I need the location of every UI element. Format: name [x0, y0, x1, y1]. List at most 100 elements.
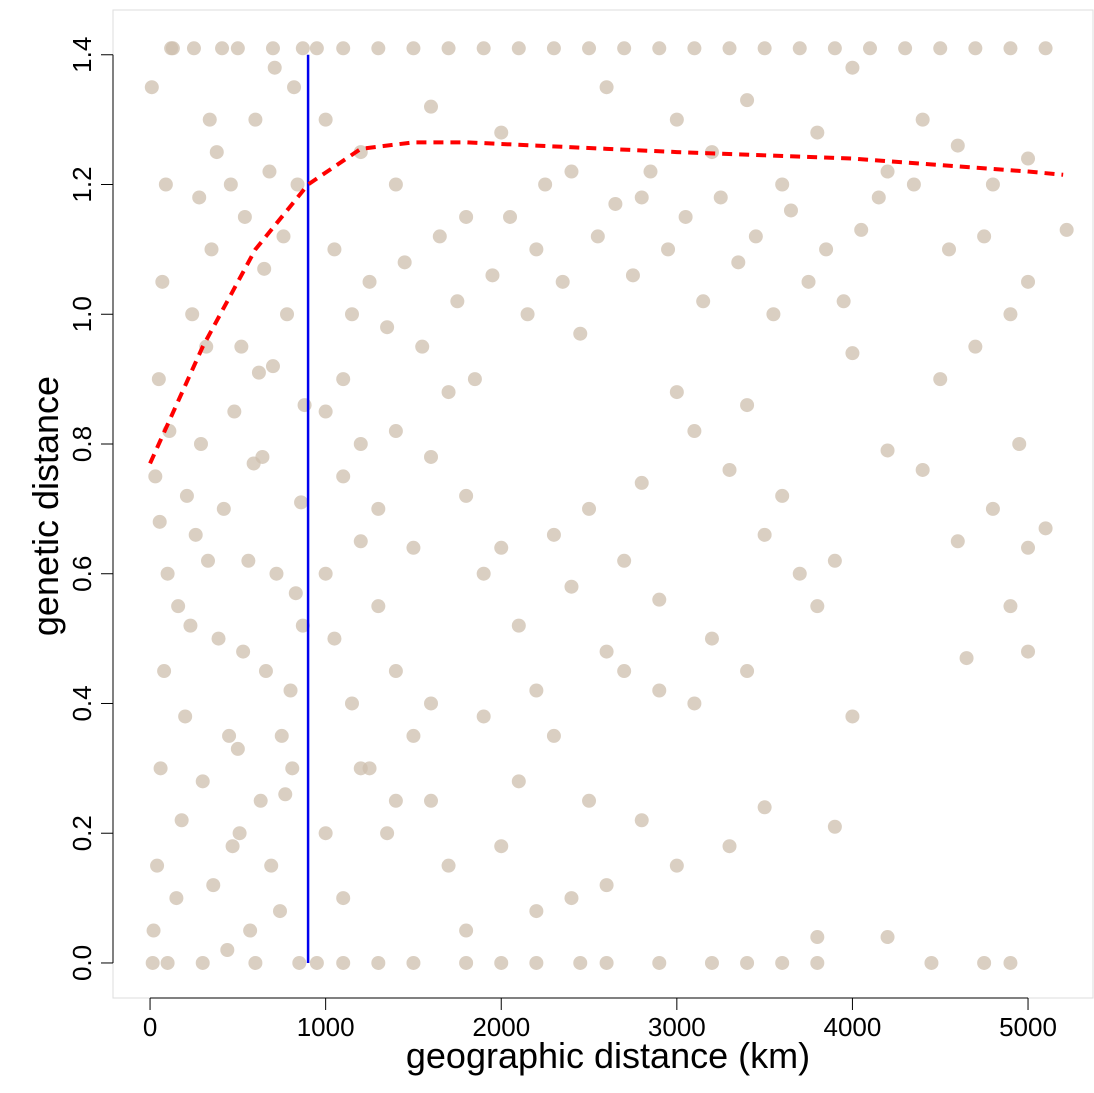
point — [511, 774, 526, 789]
point — [309, 955, 324, 970]
point — [546, 41, 561, 56]
point — [297, 398, 312, 413]
point — [810, 599, 825, 614]
point — [845, 709, 860, 724]
point — [801, 274, 816, 289]
point — [503, 209, 518, 224]
point — [344, 696, 359, 711]
point — [295, 618, 310, 633]
point — [819, 242, 834, 257]
x-tick-label: 5000 — [999, 1012, 1057, 1042]
point — [511, 618, 526, 633]
point — [148, 469, 163, 484]
point — [546, 527, 561, 542]
point — [371, 501, 386, 516]
point — [722, 839, 737, 854]
point — [267, 60, 282, 75]
point — [538, 177, 553, 192]
point — [634, 813, 649, 828]
point — [388, 177, 403, 192]
point — [564, 164, 579, 179]
point — [227, 404, 242, 419]
point — [336, 41, 351, 56]
point — [243, 923, 258, 938]
point — [977, 229, 992, 244]
point — [880, 164, 895, 179]
point — [251, 365, 266, 380]
point — [388, 793, 403, 808]
point — [274, 728, 289, 743]
point — [748, 229, 763, 244]
point — [950, 138, 965, 153]
point — [1003, 41, 1018, 56]
point — [880, 930, 895, 945]
point — [186, 41, 201, 56]
point — [511, 41, 526, 56]
point — [318, 566, 333, 581]
point — [555, 274, 570, 289]
point — [179, 488, 194, 503]
point — [810, 955, 825, 970]
point — [836, 294, 851, 309]
point — [269, 566, 284, 581]
point — [968, 339, 983, 354]
point — [336, 955, 351, 970]
point — [546, 728, 561, 743]
point — [1059, 222, 1074, 237]
point — [151, 372, 166, 387]
point — [950, 534, 965, 549]
point — [424, 449, 439, 464]
point — [459, 955, 474, 970]
point — [476, 566, 491, 581]
point — [272, 904, 287, 919]
point — [1021, 151, 1036, 166]
point — [582, 793, 597, 808]
point — [255, 449, 270, 464]
point — [599, 644, 614, 659]
point — [380, 826, 395, 841]
point — [924, 955, 939, 970]
point — [171, 599, 186, 614]
point — [193, 436, 208, 451]
point — [529, 683, 544, 698]
point — [241, 553, 256, 568]
point — [371, 955, 386, 970]
point — [669, 858, 684, 873]
point — [309, 41, 324, 56]
y-tick-label: 0.6 — [67, 556, 97, 592]
point — [225, 839, 240, 854]
point — [915, 462, 930, 477]
point — [371, 41, 386, 56]
point — [362, 274, 377, 289]
point — [202, 112, 217, 127]
point — [215, 41, 230, 56]
point — [898, 41, 913, 56]
point — [687, 424, 702, 439]
point — [564, 891, 579, 906]
point — [617, 664, 632, 679]
point — [178, 709, 193, 724]
point — [406, 955, 421, 970]
point — [757, 527, 772, 542]
point — [285, 761, 300, 776]
point — [494, 839, 509, 854]
point — [327, 242, 342, 257]
point — [1021, 274, 1036, 289]
point — [195, 955, 210, 970]
point — [174, 813, 189, 828]
point — [871, 190, 886, 205]
y-tick-label: 0.8 — [67, 426, 97, 462]
point — [158, 177, 173, 192]
point — [862, 41, 877, 56]
point — [933, 41, 948, 56]
point — [669, 112, 684, 127]
point — [415, 339, 430, 354]
point — [353, 436, 368, 451]
point — [766, 307, 781, 322]
point — [220, 942, 235, 957]
point — [740, 93, 755, 108]
point — [854, 222, 869, 237]
point — [236, 644, 251, 659]
point — [608, 196, 623, 211]
point — [722, 41, 737, 56]
